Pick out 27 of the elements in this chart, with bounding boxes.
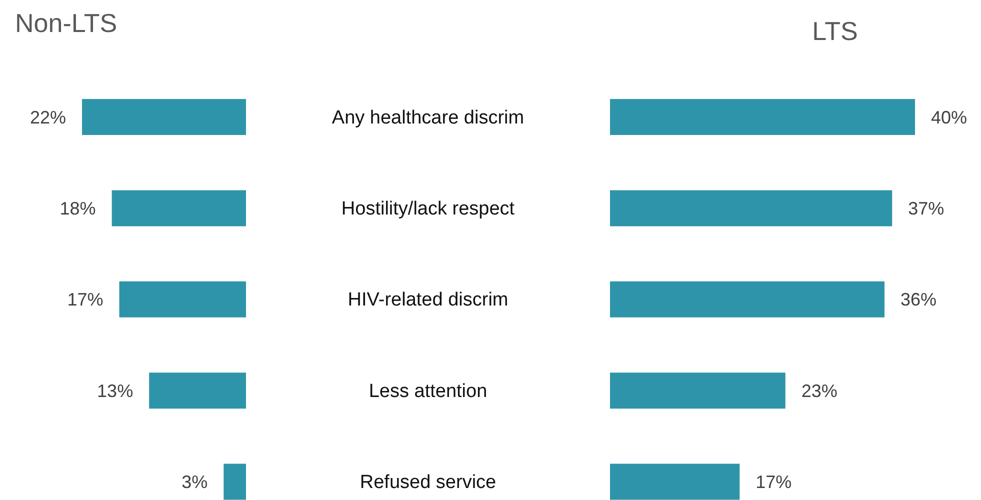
y-tick-label: Refused service [360,472,496,494]
bar [610,99,915,135]
data-label: 40% [931,107,968,128]
bar [610,190,892,226]
y-tick-label: Any healthcare discrim [332,107,524,128]
data-label: 22% [30,107,66,128]
bar [82,99,246,135]
data-label: 37% [908,198,944,218]
bar [149,372,246,409]
data-label: 18% [60,198,96,218]
data-label: 23% [801,380,838,401]
data-label: 3% [182,472,208,492]
y-tick-label: HIV-related discrim [348,290,508,311]
chart-title: LTS [811,16,859,47]
data-label: 36% [900,290,937,310]
bar [119,281,246,318]
data-label: 13% [97,380,134,401]
chart-title: Non-LTS [15,8,118,39]
y-tick-label: Hostility/lack respect [341,198,516,220]
bar [112,190,246,226]
bar [610,464,740,500]
data-label: 17% [67,290,104,310]
y-tick-label: Less attention [368,380,488,402]
data-label: 17% [756,472,792,492]
bar [224,464,246,500]
bar [610,372,786,409]
bar [610,281,884,318]
